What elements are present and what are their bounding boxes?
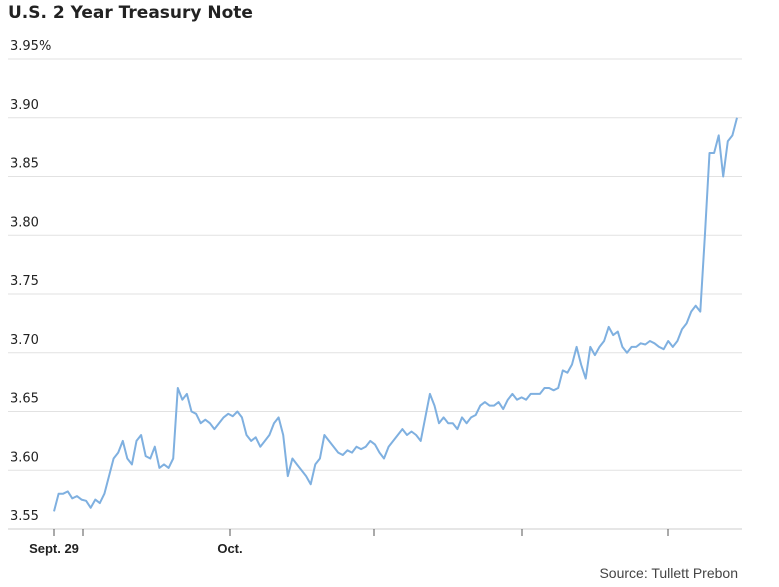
y-tick-label: 3.70: [10, 333, 39, 348]
y-tick-label: 3.65: [10, 392, 39, 407]
chart-title: U.S. 2 Year Treasury Note: [8, 3, 253, 23]
y-tick-label: 3.90: [10, 98, 39, 113]
x-axis-ticks: [53, 529, 669, 536]
y-tick-label: 3.75: [10, 274, 39, 289]
y-axis-labels: 3.95% 3.90 3.85 3.80 3.75 3.70 3.65 3.60 3.55: [10, 39, 51, 524]
y-tick-label: 3.85: [10, 157, 39, 172]
x-tick-label-sept-29: Sept. 29: [29, 541, 79, 556]
y-tick-label: 3.60: [10, 450, 39, 465]
x-tick-label-oct: Oct.: [217, 541, 242, 556]
source-note: Source: Tullett Prebon: [599, 565, 738, 581]
yield-line: [53, 117, 738, 512]
y-tick-label: 3.80: [10, 215, 39, 230]
gridlines: [8, 58, 742, 530]
y-tick-label: 3.95%: [10, 39, 51, 54]
y-tick-label: 3.55: [10, 509, 39, 524]
